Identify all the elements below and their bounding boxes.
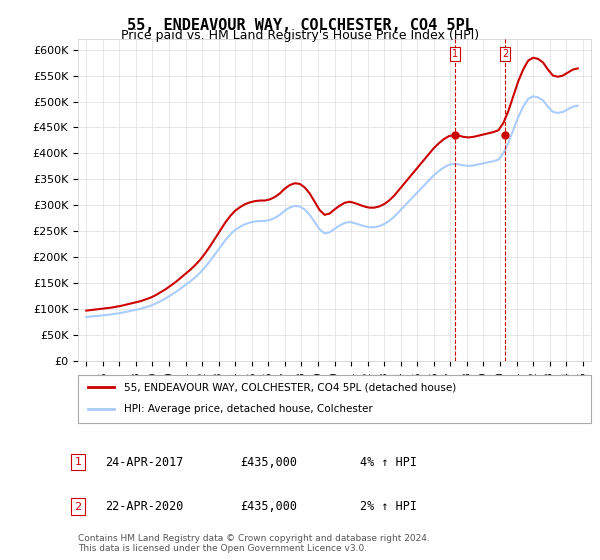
Text: 2: 2: [74, 502, 82, 512]
Text: 2: 2: [502, 49, 508, 59]
Text: 1: 1: [452, 49, 458, 59]
Text: Contains HM Land Registry data © Crown copyright and database right 2024.
This d: Contains HM Land Registry data © Crown c…: [78, 534, 430, 553]
Text: 55, ENDEAVOUR WAY, COLCHESTER, CO4 5PL: 55, ENDEAVOUR WAY, COLCHESTER, CO4 5PL: [127, 18, 473, 33]
Text: 4% ↑ HPI: 4% ↑ HPI: [360, 455, 417, 469]
Text: 1: 1: [74, 457, 82, 467]
Text: £435,000: £435,000: [240, 455, 297, 469]
Text: 2% ↑ HPI: 2% ↑ HPI: [360, 500, 417, 514]
Text: 22-APR-2020: 22-APR-2020: [105, 500, 184, 514]
Text: £435,000: £435,000: [240, 500, 297, 514]
Text: HPI: Average price, detached house, Colchester: HPI: Average price, detached house, Colc…: [124, 404, 373, 414]
Text: 55, ENDEAVOUR WAY, COLCHESTER, CO4 5PL (detached house): 55, ENDEAVOUR WAY, COLCHESTER, CO4 5PL (…: [124, 382, 457, 392]
Text: 24-APR-2017: 24-APR-2017: [105, 455, 184, 469]
Text: Price paid vs. HM Land Registry's House Price Index (HPI): Price paid vs. HM Land Registry's House …: [121, 29, 479, 42]
